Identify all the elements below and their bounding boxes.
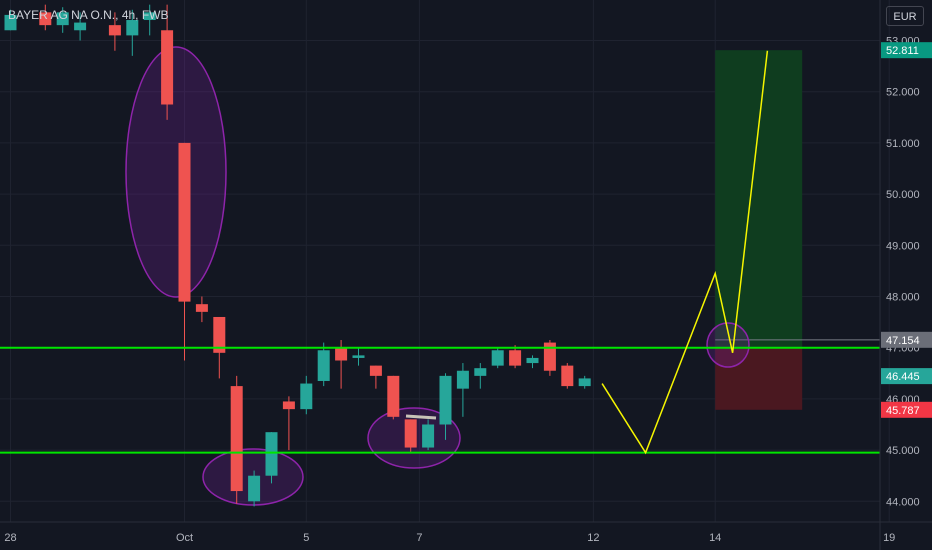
price-label: 45.787 [886, 405, 920, 417]
candle-body [161, 30, 174, 105]
candle-body [4, 14, 17, 31]
candle-body [561, 365, 574, 387]
candle-body [387, 375, 400, 417]
price-tick-label: 51.000 [886, 138, 920, 150]
price-label: 52.811 [886, 45, 919, 57]
candle-body [74, 22, 87, 31]
time-tick-label: 19 [883, 532, 895, 544]
candle-body [282, 401, 295, 410]
time-tick-label: 14 [709, 532, 721, 544]
candle-body [178, 142, 191, 302]
price-tick-label: 48.000 [886, 292, 920, 304]
price-tick-label: 49.000 [886, 240, 920, 252]
stop-zone [715, 347, 803, 410]
time-tick-label: 28 [4, 532, 16, 544]
symbol-title: BAYER AG NA O.N., 4h, FWB [8, 8, 169, 22]
time-tick-label: 7 [416, 532, 422, 544]
price-label-box [881, 368, 932, 385]
highlight-ellipse [706, 322, 750, 368]
projection-path[interactable] [601, 50, 769, 455]
candle-body [265, 432, 278, 476]
time-tick-label: 5 [303, 532, 309, 544]
time-tick-label: Oct [176, 532, 193, 544]
candle-body [230, 386, 243, 492]
candle-body [56, 12, 69, 26]
candle-body [143, 12, 156, 21]
candle-body [491, 350, 504, 366]
price-tick-label: 44.000 [886, 496, 920, 508]
candle-body [248, 475, 261, 502]
candle-body [474, 368, 487, 376]
price-label-box [881, 42, 932, 59]
price-label-box [881, 331, 932, 348]
candle-body [108, 25, 121, 36]
annotation-mark [405, 414, 437, 420]
candle-body [369, 365, 382, 376]
candle-body [404, 419, 417, 448]
price-tick-label: 50.000 [886, 189, 920, 201]
candle-body [335, 347, 348, 361]
price-label: 47.154 [886, 335, 920, 347]
candle-body [422, 424, 435, 448]
price-label-box [881, 401, 932, 418]
candle-body [578, 378, 591, 387]
candle-body [195, 304, 208, 312]
candle-body [300, 383, 313, 410]
candle-body [509, 350, 522, 366]
candle-body [456, 370, 469, 389]
candle-body [543, 342, 556, 371]
time-tick-label: 12 [587, 532, 599, 544]
candle-body [213, 316, 226, 353]
candle-body [352, 355, 365, 358]
price-tick-label: 45.000 [886, 445, 920, 457]
currency-button[interactable]: EUR [886, 6, 924, 26]
price-tick-label: 52.000 [886, 87, 920, 99]
candle-body [126, 20, 139, 36]
target-zone [715, 50, 803, 348]
candle-body [526, 357, 539, 364]
candle-body [39, 12, 52, 26]
highlight-ellipse [125, 46, 227, 298]
candle-body [317, 350, 330, 381]
price-label: 46.445 [886, 371, 920, 383]
candle-body [439, 375, 452, 425]
